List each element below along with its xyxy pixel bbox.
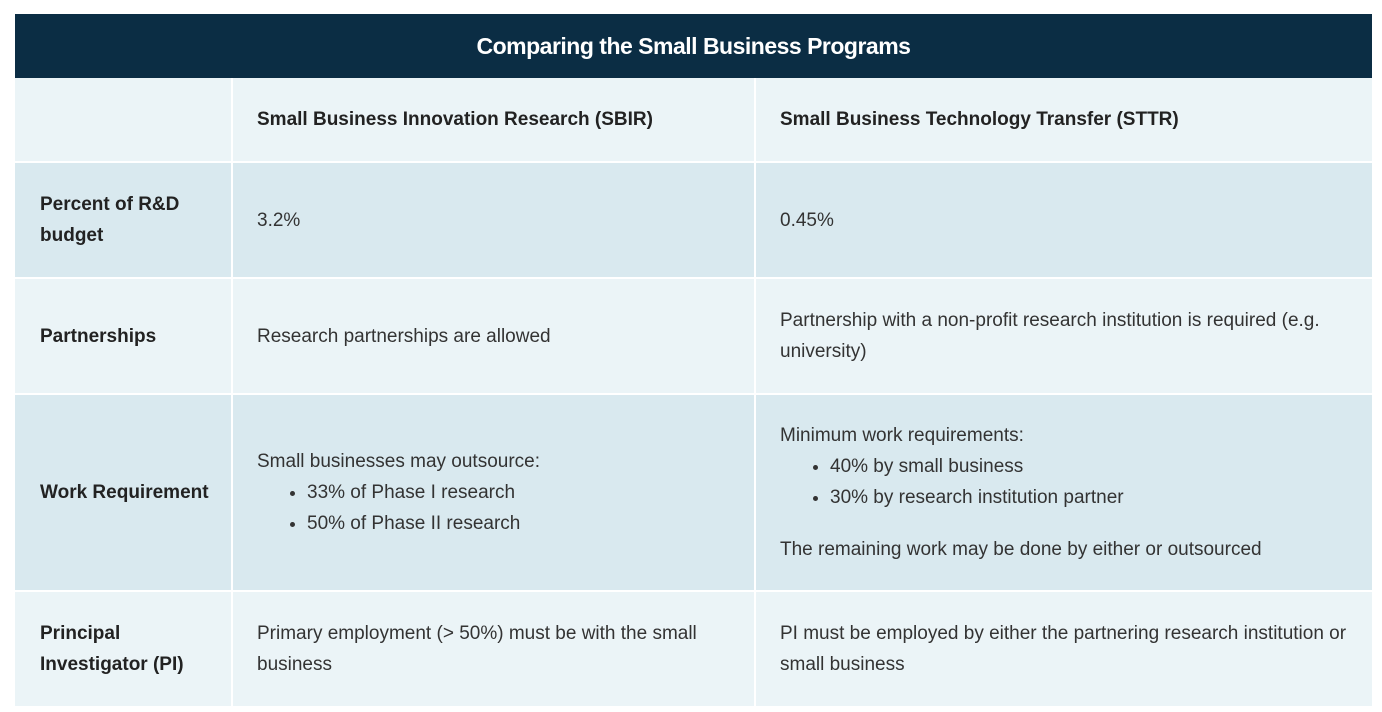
table-row-partnerships: Partnerships Research partnerships are a… — [15, 279, 1372, 395]
header-empty-cell — [15, 78, 233, 161]
list-item: 50% of Phase II research — [307, 508, 730, 539]
header-row: Small Business Innovation Research (SBIR… — [15, 78, 1372, 163]
sttr-cell: 0.45% — [780, 209, 834, 231]
table-row-principal-investigator: Principal Investigator (PI) Primary empl… — [15, 592, 1372, 706]
sbir-work-list: 33% of Phase I research 50% of Phase II … — [257, 477, 730, 539]
row-label: Work Requirement — [15, 395, 233, 590]
table-title: Comparing the Small Business Programs — [15, 14, 1372, 78]
row-label: Percent of R&D budget — [15, 163, 233, 277]
sttr-cell: PI must be employed by either the partne… — [780, 623, 1347, 675]
row-label: Principal Investigator (PI) — [15, 592, 233, 706]
sttr-work-note: The remaining work may be done by either… — [780, 539, 1262, 560]
header-sbir: Small Business Innovation Research (SBIR… — [233, 78, 756, 161]
list-item: 33% of Phase I research — [307, 477, 730, 508]
sttr-work-list: 40% by small business 30% by research in… — [780, 451, 1348, 513]
list-item: 40% by small business — [830, 451, 1348, 482]
sttr-work-intro: Minimum work requirements: — [780, 425, 1024, 446]
list-item: 30% by research institution partner — [830, 482, 1348, 513]
sttr-cell: Partnership with a non-profit research i… — [780, 310, 1320, 362]
spacer — [780, 513, 1348, 534]
table-row-budget: Percent of R&D budget 3.2% 0.45% — [15, 163, 1372, 279]
table-row-work-requirement: Work Requirement Small businesses may ou… — [15, 395, 1372, 592]
header-sttr: Small Business Technology Transfer (STTR… — [780, 109, 1179, 130]
sbir-cell: 3.2% — [233, 163, 756, 277]
sbir-work-intro: Small businesses may outsource: — [257, 451, 541, 472]
sbir-cell: Research partnerships are allowed — [233, 279, 756, 393]
comparison-table: Comparing the Small Business Programs Sm… — [15, 14, 1372, 706]
row-label: Partnerships — [15, 279, 233, 393]
sbir-cell: Primary employment (> 50%) must be with … — [233, 592, 756, 706]
sttr-cell: Minimum work requirements: 40% by small … — [756, 395, 1372, 590]
sbir-cell: Small businesses may outsource: 33% of P… — [233, 395, 756, 590]
